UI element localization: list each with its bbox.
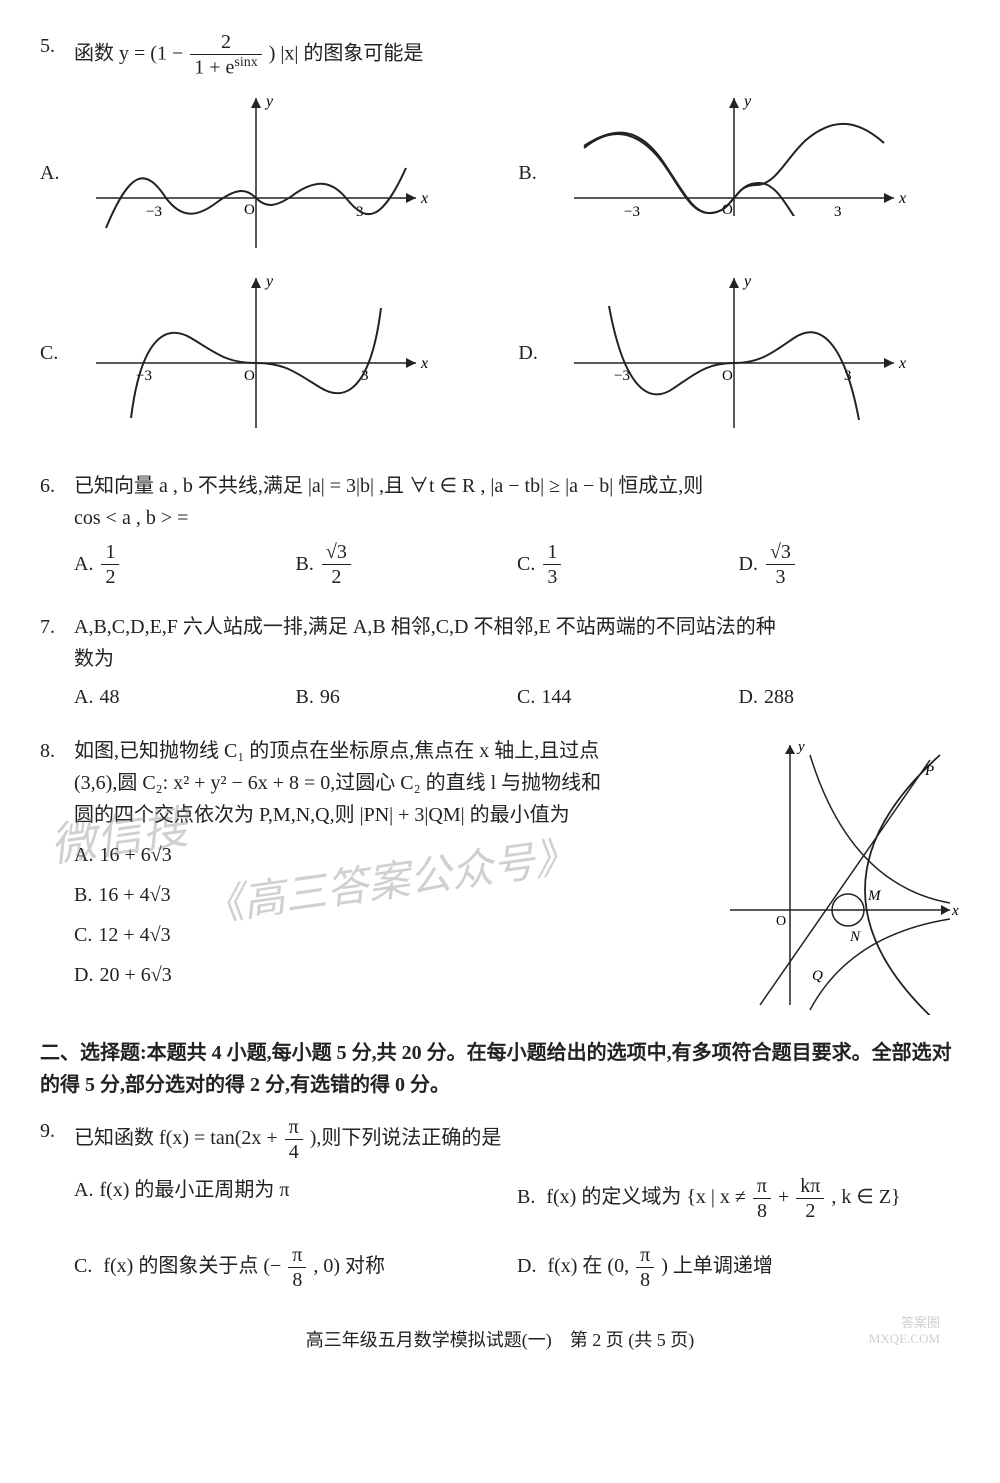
question-5: 5. 函数 y = (1 − 2 1 + esinx ) |x| 的图象可能是 … [40, 30, 960, 448]
q5-opt-c[interactable]: C. x y O −3 3 [40, 268, 482, 438]
graph-d: x y O −3 3 [554, 268, 914, 438]
svg-text:y: y [264, 93, 274, 110]
svg-text:O: O [722, 368, 733, 384]
q7-number: 7. [40, 611, 74, 643]
q5-opt-d[interactable]: D. x y O −3 3 [518, 268, 960, 438]
svg-text:Q: Q [812, 968, 823, 984]
question-6: 6. 已知向量 a , b 不共线,满足 |a| = 3|b| ,且 ∀t ∈ … [40, 470, 960, 589]
q9-number: 9. [40, 1115, 74, 1147]
watermark-logo-1: 答案圈 [869, 1315, 940, 1331]
q6-opt-b[interactable]: B.√32 [296, 540, 518, 589]
q7-opt-c[interactable]: C.144 [517, 681, 739, 713]
svg-text:x: x [420, 355, 428, 372]
q9-opt-d[interactable]: D. f(x) 在 (0, π8 ) 上单调递增 [517, 1243, 960, 1292]
opt-label-d: D. [518, 337, 548, 369]
q8-opt-a[interactable]: A.16 + 6√3 [74, 839, 720, 871]
opt-label-b: B. [518, 157, 548, 189]
q8-opt-b[interactable]: B.16 + 4√3 [74, 879, 720, 911]
q5-opt-b[interactable]: B. x y O −3 3 [518, 88, 960, 258]
svg-text:y: y [742, 93, 752, 110]
q7-opt-a[interactable]: A.48 [74, 681, 296, 713]
q7-stem-2: 数为 [74, 643, 960, 675]
q5-stem-b: ) |x| 的图象可能是 [269, 42, 424, 64]
q7-options: A.48 B.96 C.144 D.288 [40, 681, 960, 713]
svg-text:−3: −3 [146, 204, 162, 220]
svg-text:y: y [796, 739, 805, 755]
q8-line1: 如图,已知抛物线 C₁ 的顶点在坐标原点,焦点在 x 轴上,且过点 [74, 735, 720, 767]
svg-text:y: y [264, 273, 274, 290]
q5-stem-a: 函数 y = (1 − [74, 42, 188, 64]
watermark-logo-2: MXQE.COM [869, 1331, 940, 1347]
graph-a: x y O −3 3 [76, 88, 436, 258]
q8-opt-c[interactable]: C.12 + 4√3 [74, 919, 720, 951]
svg-text:y: y [742, 273, 752, 290]
svg-text:N: N [849, 929, 861, 945]
q8-line3: 圆的四个交点依次为 P,M,N,Q,则 |PN| + 3|QM| 的最小值为 [74, 799, 720, 831]
svg-text:x: x [898, 355, 906, 372]
q9-options: A.f(x) 的最小正周期为 π B. f(x) 的定义域为 {x | x ≠ … [40, 1164, 960, 1302]
q6-opt-a[interactable]: A.12 [74, 540, 296, 589]
q6-stem-1: 已知向量 a , b 不共线,满足 |a| = 3|b| ,且 ∀t ∈ R ,… [74, 470, 960, 502]
q9-opt-b[interactable]: B. f(x) 的定义域为 {x | x ≠ π8 + kπ2 , k ∈ Z} [517, 1174, 960, 1223]
svg-text:x: x [951, 903, 959, 919]
q6-opt-c[interactable]: C.13 [517, 540, 739, 589]
opt-label-a: A. [40, 157, 70, 189]
svg-text:P: P [924, 763, 934, 779]
q7-opt-d[interactable]: D.288 [739, 681, 961, 713]
svg-text:M: M [867, 888, 882, 904]
q5-frac-den: 1 + esinx [190, 55, 262, 80]
section-2-heading: 二、选择题:本题共 4 小题,每小题 5 分,共 20 分。在每小题给出的选项中… [40, 1037, 960, 1101]
q6-opt-d[interactable]: D.√33 [739, 540, 961, 589]
q9-stem: 已知函数 f(x) = tan(2x + π4 ),则下列说法正确的是 [74, 1115, 960, 1164]
page-footer: 高三年级五月数学模拟试题(一) 第 2 页 (共 5 页) [40, 1326, 960, 1355]
q5-number: 5. [40, 30, 74, 62]
graph-b: x y O −3 3 [554, 88, 914, 258]
q8-number: 8. [40, 735, 74, 767]
question-7: 7. A,B,C,D,E,F 六人站成一排,满足 A,B 相邻,C,D 不相邻,… [40, 611, 960, 713]
q6-stem-2: cos < a , b > = [74, 502, 960, 534]
svg-text:O: O [244, 202, 255, 218]
opt-label-c: C. [40, 337, 70, 369]
q7-stem-1: A,B,C,D,E,F 六人站成一排,满足 A,B 相邻,C,D 不相邻,E 不… [74, 611, 960, 643]
q5-fraction: 2 1 + esinx [190, 30, 262, 80]
q9-opt-a[interactable]: A.f(x) 的最小正周期为 π [74, 1174, 517, 1223]
q5-graph-options: A. x y O −3 3 B. x y [40, 88, 960, 448]
q5-opt-a[interactable]: A. x y O −3 3 [40, 88, 482, 258]
q8-figure: x y O P M N Q [720, 735, 960, 1015]
q7-opt-b[interactable]: B.96 [296, 681, 518, 713]
q8-opt-d[interactable]: D.20 + 6√3 [74, 959, 720, 991]
question-8: 8. 如图,已知抛物线 C₁ 的顶点在坐标原点,焦点在 x 轴上,且过点 (3,… [40, 735, 960, 1015]
svg-text:O: O [244, 368, 255, 384]
watermark-logo: 答案圈 MXQE.COM [869, 1315, 940, 1346]
q9-opt-c[interactable]: C. f(x) 的图象关于点 (− π8 , 0) 对称 [74, 1243, 517, 1292]
graph-c: x y O −3 3 [76, 268, 436, 438]
question-9: 9. 已知函数 f(x) = tan(2x + π4 ),则下列说法正确的是 A… [40, 1115, 960, 1302]
q5-frac-num: 2 [190, 30, 262, 55]
svg-text:x: x [898, 190, 906, 207]
q8-options: A.16 + 6√3 B.16 + 4√3 C.12 + 4√3 D.20 + … [40, 839, 720, 991]
q6-number: 6. [40, 470, 74, 502]
q6-options: A.12 B.√32 C.13 D.√33 [40, 540, 960, 589]
q8-line2: (3,6),圆 C₂: x² + y² − 6x + 8 = 0,过圆心 C₂ … [74, 767, 720, 799]
svg-text:x: x [420, 190, 428, 207]
svg-text:O: O [776, 914, 786, 929]
q5-stem: 函数 y = (1 − 2 1 + esinx ) |x| 的图象可能是 [74, 30, 960, 80]
